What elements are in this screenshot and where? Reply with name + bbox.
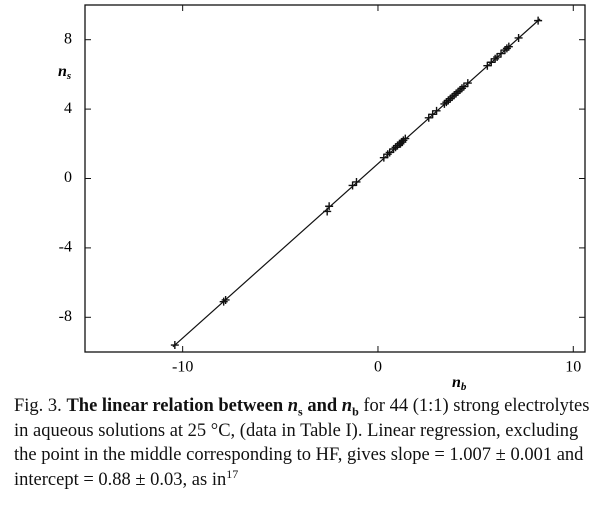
data-point xyxy=(454,87,463,96)
data-point xyxy=(500,46,509,55)
x-axis-label-text: n xyxy=(452,374,461,391)
data-point xyxy=(459,82,468,91)
data-point xyxy=(428,110,437,119)
data-point xyxy=(391,143,400,152)
caption-text: Fig. 3. xyxy=(14,396,67,416)
data-point xyxy=(170,341,179,350)
x-tick-label: 0 xyxy=(374,359,382,376)
data-point xyxy=(463,79,472,88)
caption-text: s xyxy=(298,404,303,419)
data-point xyxy=(389,145,398,154)
data-point xyxy=(452,89,461,98)
y-axis-label-text: n xyxy=(58,63,67,80)
data-point xyxy=(219,297,228,306)
caption: Fig. 3. The linear relation between ns a… xyxy=(14,394,596,492)
data-point xyxy=(497,49,506,58)
y-tick-label: 4 xyxy=(64,100,72,117)
data-point xyxy=(502,44,511,53)
data-point xyxy=(221,295,230,304)
y-tick-label: 8 xyxy=(64,30,72,47)
caption-text: n xyxy=(287,396,299,416)
data-point xyxy=(323,207,332,216)
data-point xyxy=(424,113,433,122)
x-tick-label: -10 xyxy=(172,359,193,376)
data-point xyxy=(504,42,513,51)
data-point xyxy=(440,99,449,108)
x-tick-label: 10 xyxy=(565,359,581,376)
caption-text: b xyxy=(352,404,359,419)
data-point xyxy=(432,106,441,115)
data-point xyxy=(401,134,410,143)
data-point xyxy=(514,33,523,42)
data-point xyxy=(487,58,496,67)
data-point xyxy=(450,91,459,100)
data-point xyxy=(493,53,502,62)
x-axis-label-sub: b xyxy=(461,381,467,392)
data-point xyxy=(348,181,357,190)
data-point xyxy=(491,54,500,63)
plot-frame xyxy=(84,4,586,353)
data-point xyxy=(379,153,388,162)
caption-text: The linear relation between xyxy=(66,396,288,416)
y-axis-label-sub: s xyxy=(66,70,71,82)
data-point xyxy=(352,177,361,186)
data-point xyxy=(442,98,451,107)
data-point xyxy=(399,136,408,145)
caption-text: and xyxy=(302,396,342,416)
data-point xyxy=(457,84,466,93)
caption-text: for 44 (1:1) strong electrolytes in aque… xyxy=(14,396,590,490)
x-axis-label: nb xyxy=(452,374,467,392)
y-axis-label: ns xyxy=(58,63,71,82)
data-point xyxy=(456,86,464,95)
y-tick-label: -4 xyxy=(59,239,72,256)
data-point xyxy=(483,61,492,70)
data-point xyxy=(383,150,392,159)
caption-text: 17 xyxy=(226,466,239,481)
data-point xyxy=(325,202,334,211)
data-point xyxy=(446,94,455,103)
caption-text: n xyxy=(341,396,353,416)
y-tick-label: -8 xyxy=(59,308,72,325)
y-tick-label: 0 xyxy=(64,169,72,186)
data-point xyxy=(444,96,453,105)
data-point xyxy=(385,148,394,157)
data-point xyxy=(534,16,543,25)
data-point xyxy=(448,92,457,101)
